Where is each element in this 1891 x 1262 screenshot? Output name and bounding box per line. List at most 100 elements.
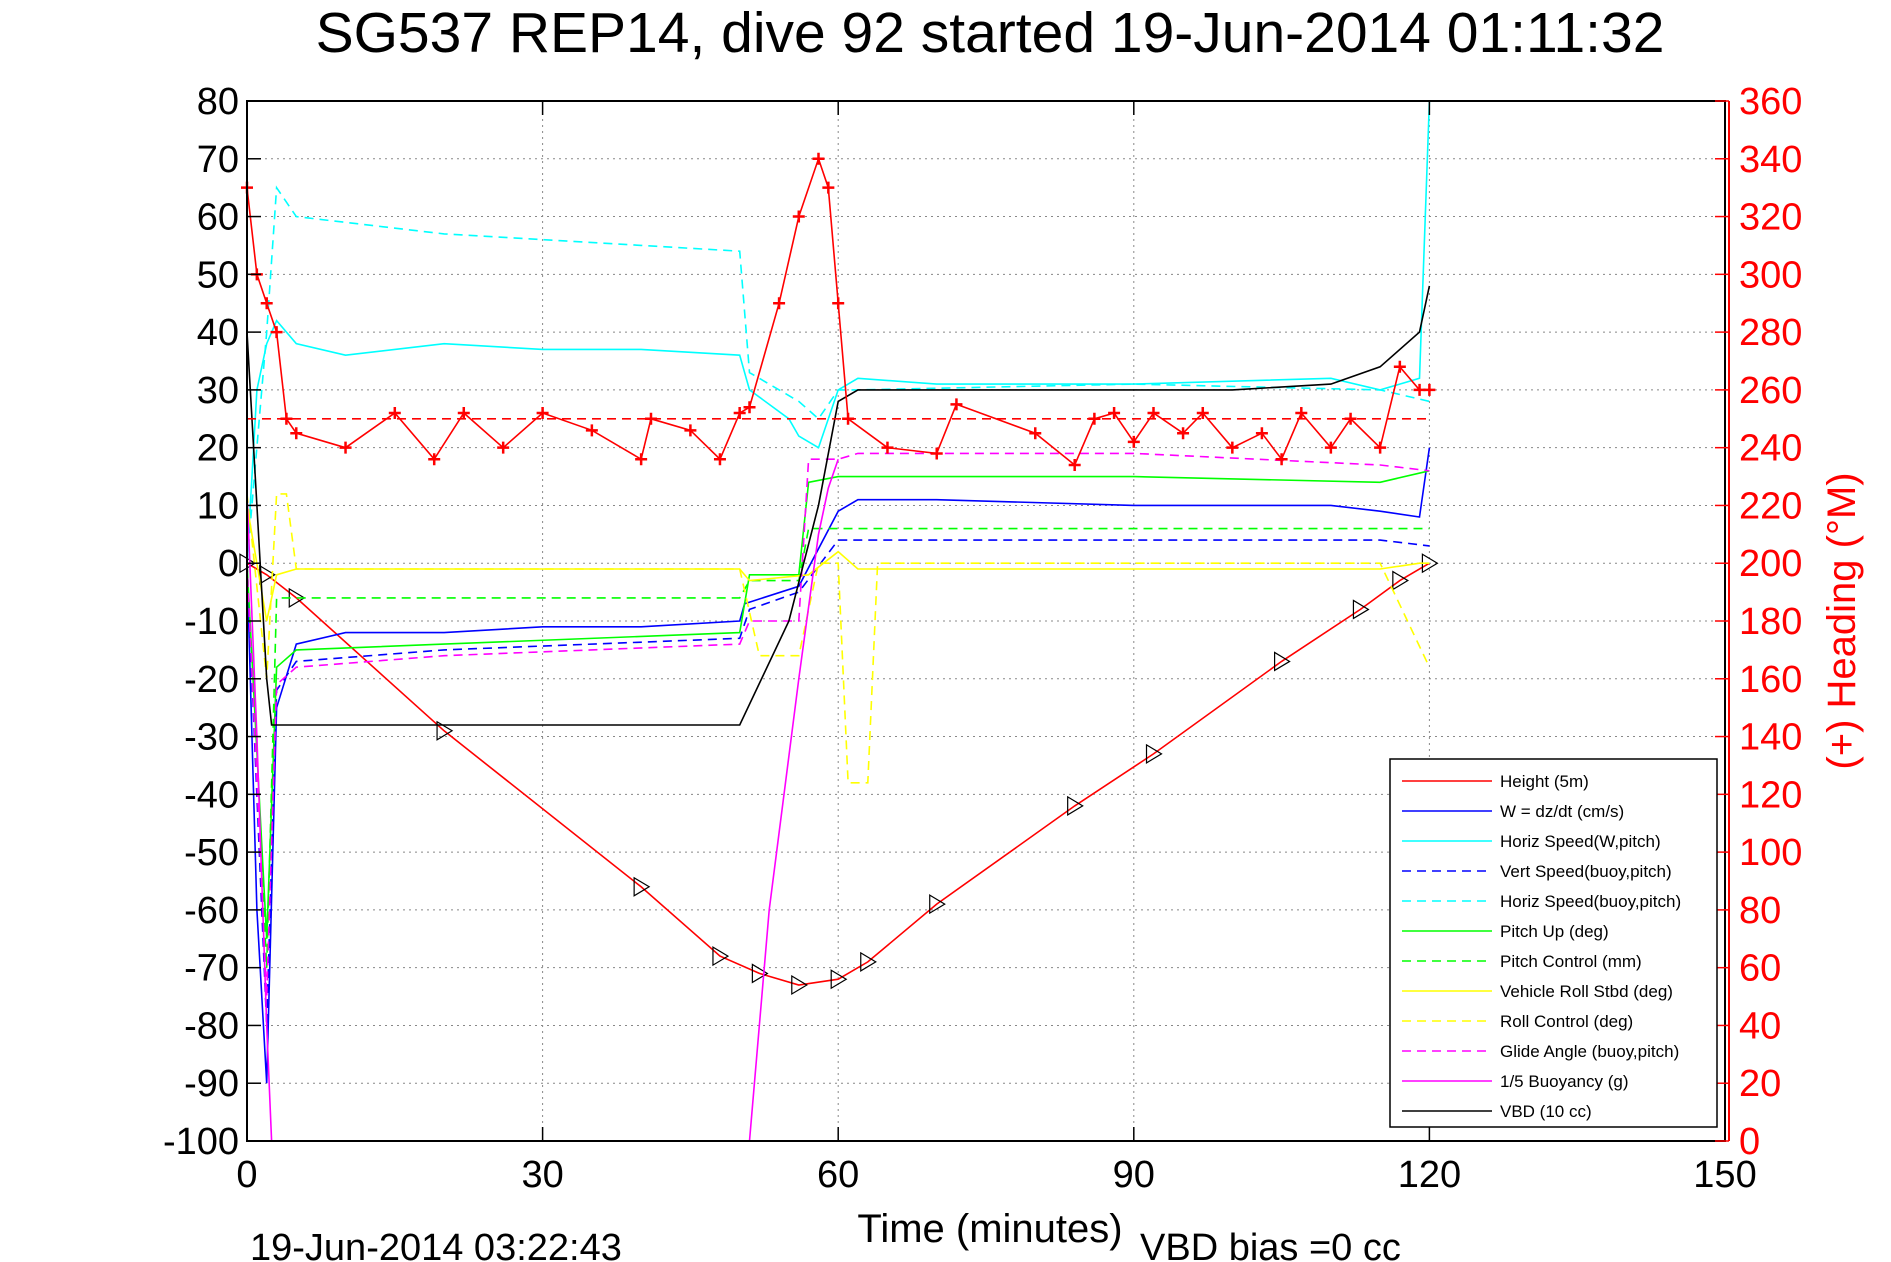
heading-point: [773, 297, 786, 310]
heading-point: [1275, 453, 1288, 466]
legend-label: 1/5 Buoyancy (g): [1500, 1072, 1629, 1091]
plot-area: [239, 100, 1439, 1142]
y-tick-label: 20: [197, 428, 239, 470]
y-tick-label: 40: [197, 312, 239, 354]
right-tick-label: 80: [1739, 890, 1781, 932]
height-marker: [1274, 651, 1291, 672]
right-tick-label: 180: [1739, 601, 1802, 643]
series-line-5: [246, 470, 1430, 939]
right-tick-label: 100: [1739, 832, 1802, 874]
series-line-10: [246, 458, 839, 1142]
height-marker: [830, 969, 848, 990]
heading-point: [930, 447, 943, 460]
heading-point: [585, 424, 598, 437]
right-axis-label: (+) Heading (°M): [1820, 472, 1864, 769]
legend: Height (5m) W = dz/dt (cm/s) Horiz Speed(W…: [1389, 758, 1718, 1128]
right-tick-label: 160: [1739, 659, 1802, 701]
heading-point: [812, 152, 825, 165]
legend-label: Pitch Control (mm): [1500, 952, 1642, 971]
footer-vbd-bias: VBD bias =0 cc: [1140, 1227, 1401, 1262]
right-tick-label: 320: [1739, 197, 1802, 239]
height-marker: [1352, 599, 1370, 620]
x-tick-label: 90: [1113, 1154, 1155, 1196]
heading-point: [457, 407, 470, 419]
legend-label: Vert Speed(buoy,pitch): [1500, 862, 1672, 881]
y-tick-label: 80: [197, 81, 239, 123]
chart-title: SG537 REP14, dive 92 started 19-Jun-2014…: [316, 1, 1665, 65]
y-tick-label: 30: [197, 370, 239, 412]
heading-point: [1196, 407, 1209, 419]
heading-point: [881, 441, 894, 454]
right-tick-label: 60: [1739, 948, 1781, 990]
height-marker: [436, 720, 454, 741]
x-tick-label: 120: [1398, 1154, 1461, 1196]
legend-label: Vehicle Roll Stbd (deg): [1500, 982, 1673, 1001]
heading-point: [1374, 441, 1387, 454]
y-tick-label: -10: [184, 601, 239, 643]
heading-point: [1324, 441, 1337, 454]
right-tick-label: 20: [1739, 1063, 1781, 1105]
height-marker: [751, 963, 769, 984]
heading-point: [1423, 383, 1436, 396]
x-tick-label: 0: [236, 1154, 257, 1196]
height-marker: [259, 564, 276, 585]
heading-point: [339, 441, 352, 454]
height-marker: [712, 946, 730, 967]
y-tick-label: -30: [184, 717, 239, 759]
heading-point: [1177, 427, 1190, 440]
right-tick-label: 140: [1739, 717, 1802, 759]
y-tick-label: 0: [218, 543, 239, 585]
legend-label: Height (5m): [1500, 772, 1589, 791]
legend-label: Pitch Up (deg): [1500, 922, 1609, 941]
heading-point: [260, 297, 273, 310]
right-tick-label: 360: [1739, 81, 1802, 123]
series-line-2: [246, 100, 1431, 564]
x-tick-label: 60: [817, 1154, 859, 1196]
y-tick-label: -20: [184, 659, 239, 701]
right-tick-label: 40: [1739, 1005, 1781, 1047]
right-tick-label: 200: [1739, 543, 1802, 585]
legend-label: Glide Angle (buoy,pitch): [1500, 1042, 1679, 1061]
y-tick-label: -40: [184, 774, 239, 816]
series-line-4: [246, 185, 1430, 564]
heading-point: [1147, 407, 1160, 419]
x-axis-label: Time (minutes): [857, 1207, 1122, 1251]
right-tick-label: 260: [1739, 370, 1802, 412]
series-line-7: [246, 505, 1430, 622]
heading-point: [713, 453, 726, 466]
legend-label: Horiz Speed(W,pitch): [1500, 832, 1661, 851]
right-tick-label: 0: [1739, 1121, 1760, 1163]
heading-point: [497, 441, 510, 454]
heading-point: [792, 210, 805, 223]
heading-point: [290, 427, 303, 440]
axis-ticks: 0 30 60 90 120 150-100-90-80-70-60-50-40-30-2…: [163, 81, 1802, 1196]
heading-point: [1108, 407, 1121, 419]
footer-date: 19-Jun-2014 03:22:43: [250, 1227, 622, 1262]
series-line-6: [246, 527, 1430, 968]
heading-point: [950, 398, 963, 411]
y-tick-label: 60: [197, 197, 239, 239]
series-line-11: [246, 285, 1431, 726]
legend-box: [1389, 758, 1718, 1128]
heading-point: [743, 401, 756, 414]
heading-point: [635, 453, 648, 466]
heading-point: [1226, 441, 1239, 454]
heading-point: [388, 407, 401, 419]
y-tick-label: 50: [197, 254, 239, 296]
heading-point: [428, 453, 441, 466]
right-tick-label: 120: [1739, 774, 1802, 816]
heading-point: [1029, 427, 1042, 440]
height-marker: [791, 974, 808, 996]
legend-label: W = dz/dt (cm/s): [1500, 802, 1624, 821]
heading-point: [684, 424, 697, 437]
y-tick-label: -60: [184, 890, 239, 932]
y-tick-label: -100: [163, 1121, 239, 1163]
series-line-0: [246, 562, 1430, 986]
legend-label: Horiz Speed(buoy,pitch): [1500, 892, 1681, 911]
heading-point: [832, 297, 845, 310]
y-tick-label: -70: [184, 948, 239, 990]
heading-point: [822, 181, 835, 194]
heading-point: [536, 407, 549, 419]
right-tick-label: 340: [1739, 139, 1802, 181]
